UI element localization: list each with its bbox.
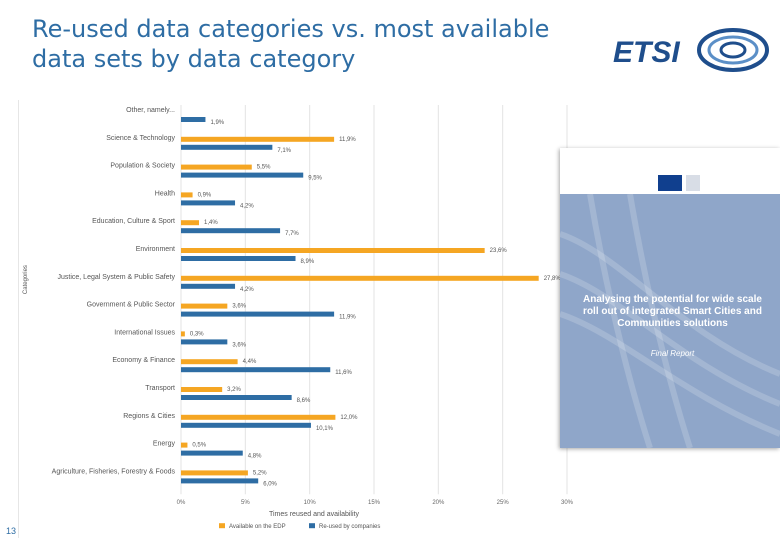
data-label: 1,9% xyxy=(210,120,224,126)
bar xyxy=(181,303,228,309)
bar xyxy=(181,275,539,281)
x-tick-label: 20% xyxy=(432,500,445,506)
data-label: 6,0% xyxy=(263,481,277,487)
category-label: Population & Society xyxy=(110,163,175,170)
data-label: 23,6% xyxy=(490,248,508,254)
bar xyxy=(181,256,296,261)
x-tick-label: 30% xyxy=(561,500,574,506)
chart-frame: 0% 5% 10% 15% 20% 25% 30% Other, namely... 1,9% S… xyxy=(18,100,574,538)
data-label: 4,4% xyxy=(243,359,257,365)
category-label: Regions & Cities xyxy=(123,413,175,420)
bar xyxy=(181,228,281,234)
cover-title: Analysing the potential for wide scale r… xyxy=(583,294,762,329)
category-label: Health xyxy=(155,190,175,197)
bar xyxy=(181,220,200,226)
x-tick-label: 15% xyxy=(368,500,381,506)
data-label: 0,9% xyxy=(198,192,212,198)
data-label: 11,6% xyxy=(335,370,352,376)
category-label: Justice, Legal System & Public Safety xyxy=(58,274,176,281)
slide-title: Re-used data categories vs. most availab… xyxy=(32,15,550,73)
category-label: Energy xyxy=(153,441,176,448)
bar xyxy=(181,311,335,317)
bar xyxy=(181,192,193,198)
data-label: 0,3% xyxy=(190,331,204,337)
data-label: 4,2% xyxy=(240,287,254,293)
category-label: International Issues xyxy=(114,329,175,336)
legend-label: Available on the EDP xyxy=(229,524,286,530)
data-label: 4,8% xyxy=(248,454,262,460)
x-axis-title: Times reused and availability xyxy=(269,511,360,518)
bar xyxy=(181,283,236,289)
bar-chart: 0% 5% 10% 15% 20% 25% 30% Other, namely... 1,9% S… xyxy=(23,105,574,530)
eu-flag-icon xyxy=(658,175,682,191)
bar xyxy=(181,117,206,122)
data-label: 3,6% xyxy=(232,304,246,310)
data-label: 9,5% xyxy=(308,176,322,182)
category-label: Government & Public Sector xyxy=(87,302,176,309)
data-label: 4,2% xyxy=(240,203,254,209)
bar xyxy=(181,442,188,448)
bar xyxy=(181,200,236,206)
category-label: Environment xyxy=(136,246,175,253)
bar xyxy=(181,478,259,484)
data-label: 3,2% xyxy=(227,387,241,393)
bar xyxy=(181,144,273,150)
slide-number: 13 xyxy=(6,526,17,536)
data-label: 27,8% xyxy=(544,276,562,282)
y-axis-title: Categories xyxy=(23,265,29,294)
bar xyxy=(181,450,243,456)
legend-label: Re-used by companies xyxy=(319,524,380,530)
data-label: 8,6% xyxy=(297,398,311,404)
bar xyxy=(181,422,311,428)
bar xyxy=(181,367,331,373)
report-cover: European Commission Analysing the potent… xyxy=(560,148,780,448)
x-tick-label: 10% xyxy=(304,500,317,506)
legend-swatch xyxy=(219,523,225,529)
cover-subtitle: Final Report xyxy=(650,349,695,358)
bar xyxy=(181,359,238,365)
data-label: 10,1% xyxy=(316,426,334,432)
bar xyxy=(181,136,335,142)
cover-pattern xyxy=(560,194,780,448)
cover-panel xyxy=(560,194,780,448)
data-label: 0,5% xyxy=(192,443,206,449)
data-label: 7,7% xyxy=(285,231,299,237)
x-tick-label: 0% xyxy=(177,500,186,506)
bar xyxy=(181,395,292,400)
bar xyxy=(181,248,485,253)
bar xyxy=(181,339,228,345)
bar xyxy=(181,387,223,392)
data-label: 12,0% xyxy=(340,415,358,421)
category-label: Economy & Finance xyxy=(112,357,175,364)
legend-swatch xyxy=(309,523,315,529)
category-label: Other, namely... xyxy=(126,107,175,114)
data-label: 1,4% xyxy=(204,220,218,226)
category-label: Education, Culture & Sport xyxy=(92,218,175,225)
data-label: 11,9% xyxy=(339,137,356,143)
data-label: 8,9% xyxy=(301,259,315,265)
data-label: 3,6% xyxy=(232,342,246,348)
bar xyxy=(181,470,248,476)
x-tick-label: 5% xyxy=(241,500,250,506)
etsi-logo: ETSI xyxy=(613,28,769,72)
etsi-logo-text: ETSI xyxy=(613,36,680,69)
data-label: 11,9% xyxy=(339,315,356,321)
bar xyxy=(181,414,336,420)
bar xyxy=(181,172,304,178)
data-label: 5,2% xyxy=(253,470,267,476)
data-label: 5,5% xyxy=(257,165,271,171)
category-label: Transport xyxy=(145,385,175,392)
bar xyxy=(181,164,252,170)
category-label: Science & Technology xyxy=(106,135,175,142)
cover-image-icon xyxy=(686,175,700,191)
bar xyxy=(181,331,185,337)
data-label: 7,1% xyxy=(277,148,291,154)
logo-globe-icon xyxy=(697,28,769,72)
x-tick-label: 25% xyxy=(497,500,510,506)
category-label: Agriculture, Fisheries, Forestry & Foods xyxy=(52,468,176,475)
